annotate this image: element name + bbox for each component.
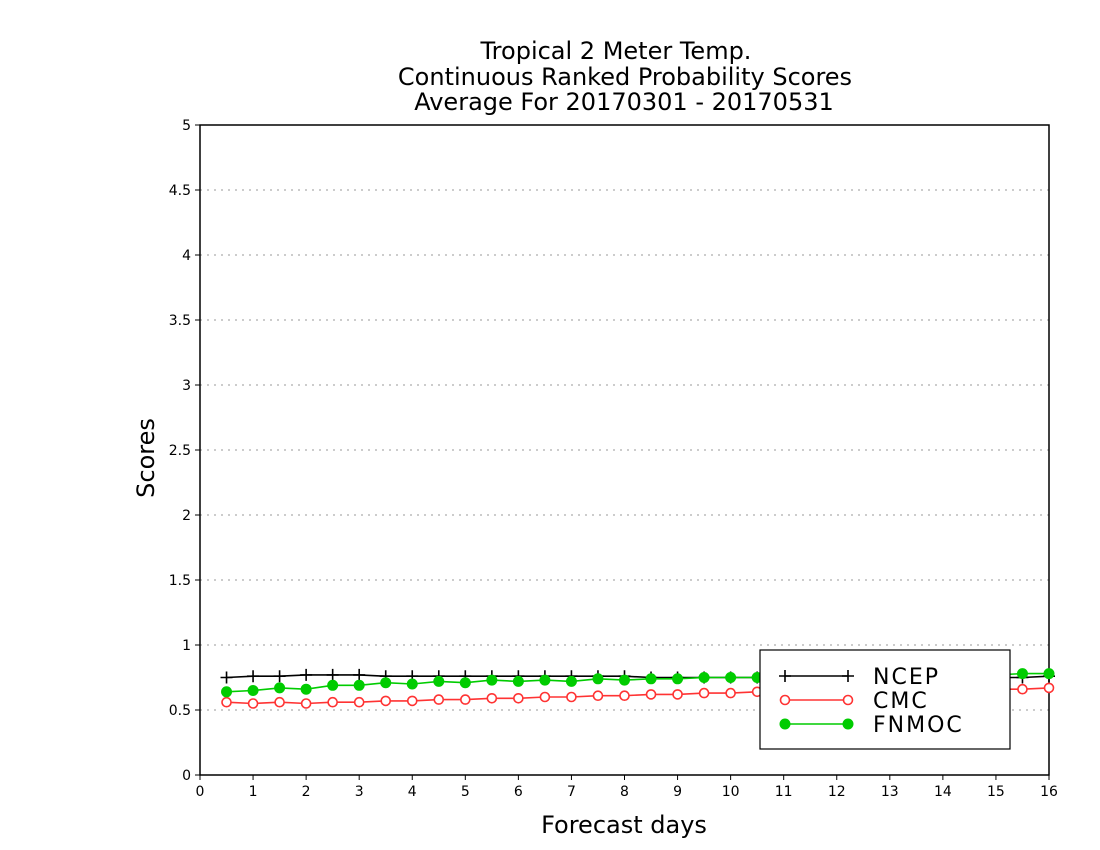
y-tick-label: 5 [182,118,191,134]
legend-label: FNMOC [873,713,964,738]
data-point [220,671,233,684]
chart-title: Tropical 2 Meter Temp. Continuous Ranked… [398,37,852,116]
y-tick-label: 0 [182,768,191,784]
data-point [327,696,338,708]
data-point [406,678,418,690]
data-point [592,690,604,702]
data-point [247,698,259,709]
x-tick-label: 3 [355,784,364,800]
data-point [1016,668,1028,680]
data-point [1043,668,1055,680]
y-tick-label: 1.5 [169,573,191,589]
legend-marker [779,694,791,706]
x-tick-label: 13 [881,784,899,800]
data-point [539,674,551,686]
data-point [327,679,339,691]
y-tick-label: 4.5 [169,183,191,199]
y-tick-label: 0.5 [169,703,191,719]
data-point [380,695,392,707]
data-point [273,670,286,683]
y-tick-label: 4 [182,248,191,264]
legend-marker [842,670,854,682]
data-point [619,690,630,702]
legend-marker [842,694,854,706]
data-point [300,698,312,709]
data-point [353,679,365,691]
data-point [300,668,313,681]
data-point [486,692,498,704]
data-point [380,677,392,689]
data-point [433,694,445,705]
legend-marker [842,718,854,730]
data-point [565,675,577,687]
x-tick-label: 14 [934,784,952,800]
x-tick-label: 5 [461,784,470,800]
data-point [326,668,339,681]
x-tick-label: 12 [828,784,846,800]
data-point [1017,683,1028,695]
data-point [353,668,366,681]
data-point [247,685,259,696]
y-tick-label: 2 [182,508,191,524]
y-tick-label: 3 [182,378,191,394]
data-point [300,683,312,695]
x-tick-label: 7 [567,784,576,800]
data-point [592,673,604,685]
y-tick-label: 2.5 [169,443,191,459]
data-point [433,675,445,687]
chart-title-line-2: Continuous Ranked Probability Scores [398,63,852,91]
data-point [513,692,524,704]
x-tick-label: 11 [775,784,793,800]
data-point [672,689,683,700]
x-tick-label: 16 [1040,784,1058,800]
x-tick-label: 10 [722,784,740,800]
x-tick-label: 0 [196,784,205,800]
legend-marker [779,718,791,730]
x-tick-label: 15 [987,784,1005,800]
y-axis-ticks: 0 0.5 1 1.5 2 2.5 3 3.5 4 4.5 5 [169,118,200,784]
x-tick-label: 4 [408,784,417,800]
data-point [406,695,418,707]
x-tick-label: 9 [673,784,682,800]
data-point [566,691,577,703]
data-point [247,670,260,683]
data-point [645,689,657,700]
y-tick-label: 3.5 [169,313,191,329]
data-point [725,672,737,683]
x-tick-label: 6 [514,784,523,800]
x-axis-label: Forecast days [541,811,707,839]
data-point [512,675,524,687]
data-point [672,673,684,685]
chart-title-line-3: Average For 20170301 - 20170531 [414,88,834,116]
grid [200,189,1049,711]
data-point [459,677,471,689]
legend-label: NCEP [873,665,940,690]
y-tick-label: 1 [182,638,191,654]
data-point [725,687,736,699]
legend-label: CMC [873,689,929,714]
data-point [698,687,710,699]
plot-frame [199,124,1050,776]
x-tick-label: 1 [249,784,258,800]
data-point [460,694,471,705]
chart-title-line-1: Tropical 2 Meter Temp. [480,37,752,65]
data-point [645,673,657,685]
data-point [221,696,232,708]
y-axis-label: Scores [132,418,160,498]
data-point [698,672,710,683]
data-point [619,674,630,686]
legend-marker [779,670,791,682]
x-tick-label: 8 [620,784,629,800]
data-point [221,686,233,698]
data-point [274,682,286,694]
x-axis-ticks: 0 1 2 3 4 5 6 7 8 9 10 11 12 13 14 15 16 [196,775,1058,800]
data-point [1043,682,1055,694]
x-tick-label: 2 [302,784,311,800]
data-point [274,696,285,708]
data-point [353,696,365,708]
data-point [486,674,498,686]
data-point [539,691,551,703]
